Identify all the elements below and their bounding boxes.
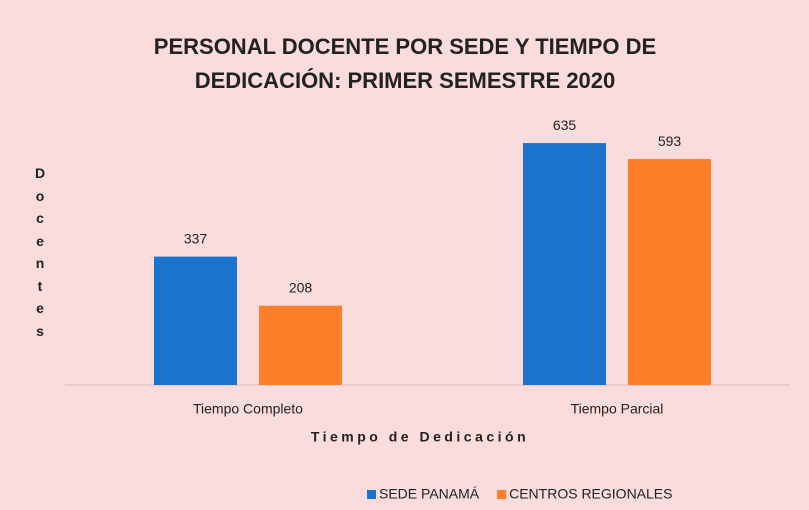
y-axis-label: Docentes	[34, 165, 46, 339]
data-label: 337	[184, 230, 208, 246]
legend-label: SEDE PANAMÁ	[379, 486, 480, 502]
x-axis-label: Tiempo de Dedicación	[311, 429, 529, 445]
legend-swatch	[367, 490, 376, 499]
bar	[154, 256, 237, 385]
x-tick-label: Tiempo Completo	[193, 401, 303, 417]
x-tick-label: Tiempo Parcial	[571, 401, 664, 417]
legend-label: CENTROS REGIONALES	[509, 486, 672, 502]
data-label: 208	[289, 279, 313, 295]
legend-swatch	[497, 490, 507, 499]
bar	[259, 305, 342, 385]
data-label: 593	[658, 133, 682, 149]
bar	[628, 159, 711, 385]
chart-title: PERSONAL DOCENTE POR SEDE Y TIEMPO DE DE…	[153, 34, 657, 93]
data-label: 635	[553, 117, 577, 133]
bar	[523, 143, 606, 385]
